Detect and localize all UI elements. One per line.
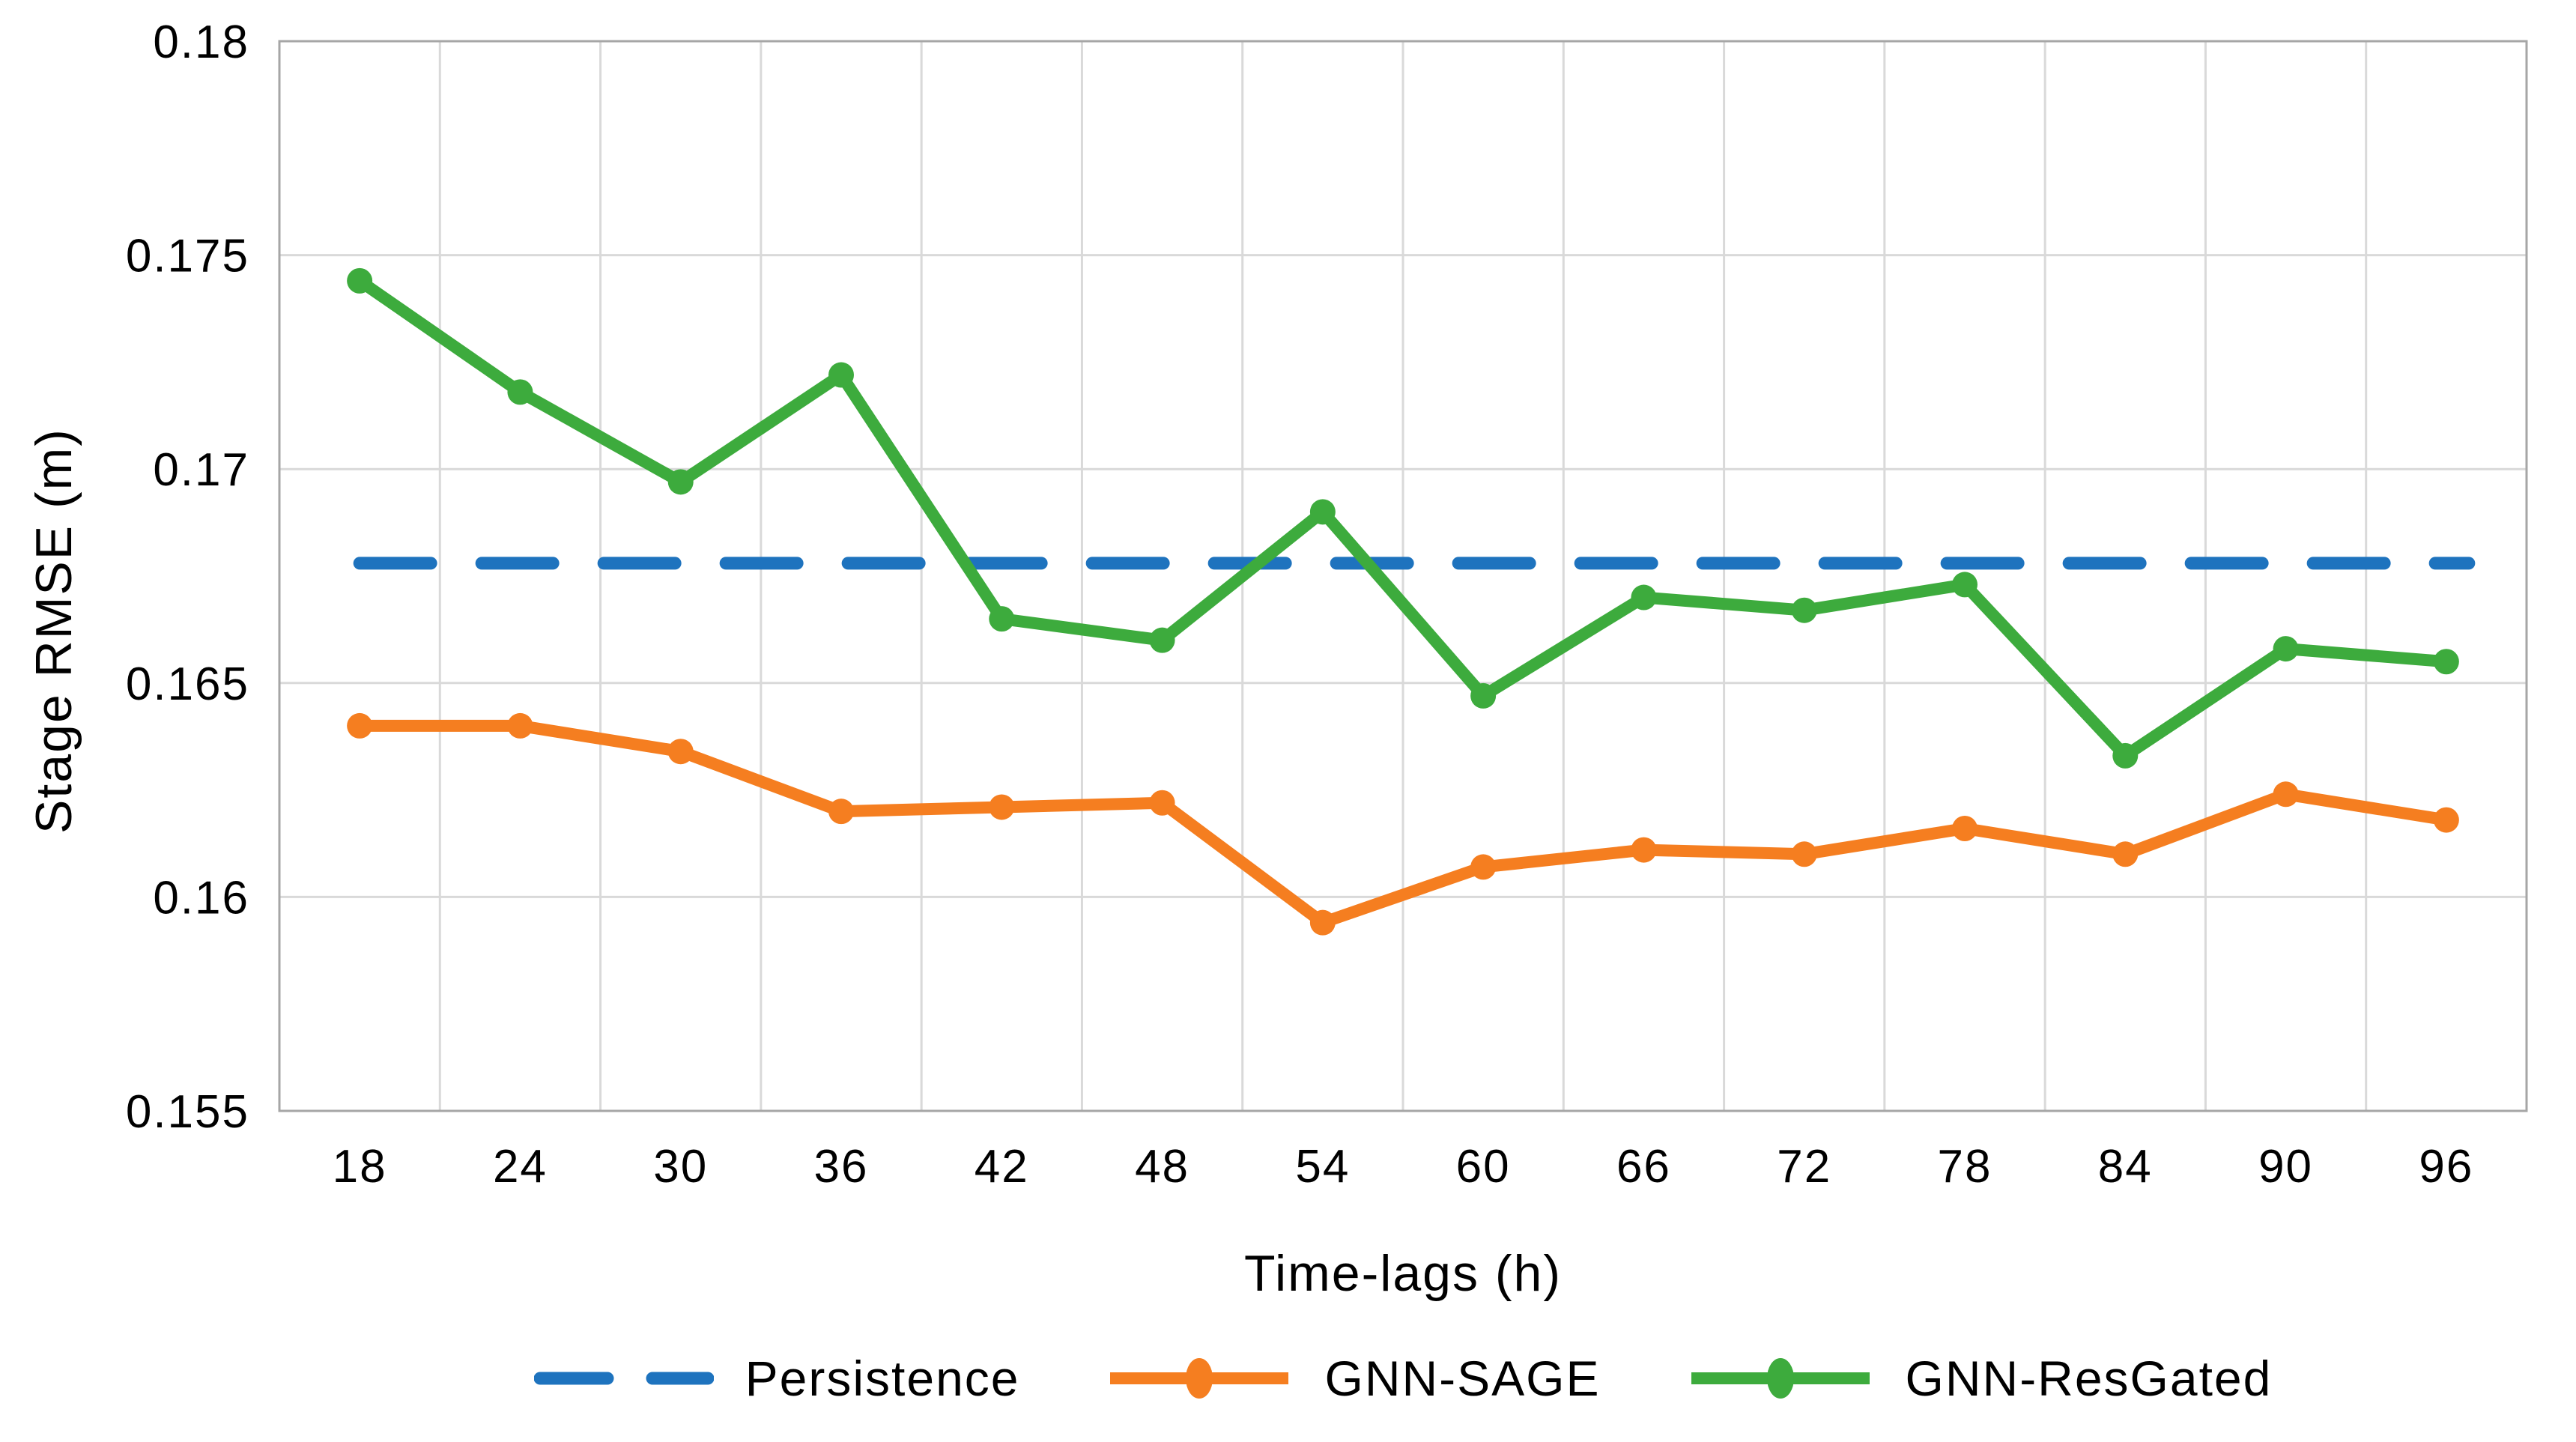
x-tick-label: 84 [2098,1141,2153,1193]
line-dot-marker-icon [1691,1358,1870,1399]
x-tick-label: 36 [814,1141,869,1193]
legend-item-persistence: Persistence [533,1350,1020,1407]
legend-item-gnn-resgated: GNN-ResGated [1687,1348,2273,1408]
data-point-gnn-resgated [828,362,854,388]
data-point-gnn-sage [1791,841,1817,867]
data-point-gnn-sage [1309,909,1336,936]
data-point-gnn-sage [507,712,533,739]
series-line-gnn-resgated [354,274,2452,762]
legend-label: GNN-ResGated [1905,1351,2273,1406]
data-point-gnn-resgated [1952,572,1978,598]
data-point-gnn-sage [828,799,854,825]
legend: Persistence GNN-SAGE GNN-ResGated [279,1330,2527,1427]
y-tick-label: 0.18 [153,16,249,68]
y-tick-label: 0.17 [153,444,249,496]
x-tick-label: 42 [975,1141,1029,1193]
x-tick-label: 60 [1456,1141,1511,1193]
x-tick-label: 48 [1135,1141,1189,1193]
data-point-gnn-sage [347,712,373,739]
data-point-gnn-sage [989,794,1015,820]
plot-border [278,40,2528,1112]
y-tick-label: 0.175 [126,231,249,282]
data-point-gnn-sage [1149,790,1175,816]
x-tick-label: 72 [1777,1141,1831,1193]
dashed-line-marker-icon [533,1372,714,1385]
x-tick-label: 18 [333,1141,387,1193]
x-tick-label: 30 [653,1141,708,1193]
y-axis-title: Stage RMSE (m) [25,428,82,834]
line-dot-marker-icon [1110,1358,1289,1399]
x-tick-label: 90 [2258,1141,2313,1193]
data-point-gnn-resgated [1309,499,1336,525]
data-point-gnn-sage [667,739,694,765]
data-point-gnn-resgated [1470,682,1497,709]
data-point-gnn-resgated [347,267,373,294]
data-point-gnn-resgated [1149,627,1175,653]
data-point-gnn-sage [1470,854,1497,880]
x-tick-label: 78 [1938,1141,1992,1193]
x-tick-label: 96 [2419,1141,2473,1193]
y-tick-label: 0.165 [126,658,249,710]
data-point-gnn-sage [1631,837,1657,863]
data-point-gnn-resgated [667,469,694,495]
legend-item-gnn-sage: GNN-SAGE [1106,1348,1600,1408]
legend-label: GNN-SAGE [1324,1351,1601,1406]
data-point-gnn-resgated [2112,742,2139,769]
x-axis-title: Time-lags (h) [1244,1245,1562,1302]
data-point-gnn-resgated [507,379,533,405]
data-point-gnn-sage [2112,841,2139,867]
data-point-gnn-resgated [989,606,1015,632]
data-point-gnn-resgated [1791,597,1817,623]
data-point-gnn-sage [2433,807,2459,833]
legend-label: Persistence [745,1351,1020,1406]
series-line-gnn-sage [354,719,2452,929]
y-tick-label: 0.16 [153,872,249,924]
y-tick-label: 0.155 [126,1086,249,1138]
x-tick-label: 66 [1616,1141,1671,1193]
data-point-gnn-resgated [2433,649,2459,675]
x-tick-label: 54 [1295,1141,1350,1193]
data-point-gnn-sage [2273,781,2299,808]
data-point-gnn-resgated [1631,584,1657,611]
data-point-gnn-resgated [2273,636,2299,662]
data-point-gnn-sage [1952,816,1978,842]
x-tick-label: 24 [493,1141,548,1193]
